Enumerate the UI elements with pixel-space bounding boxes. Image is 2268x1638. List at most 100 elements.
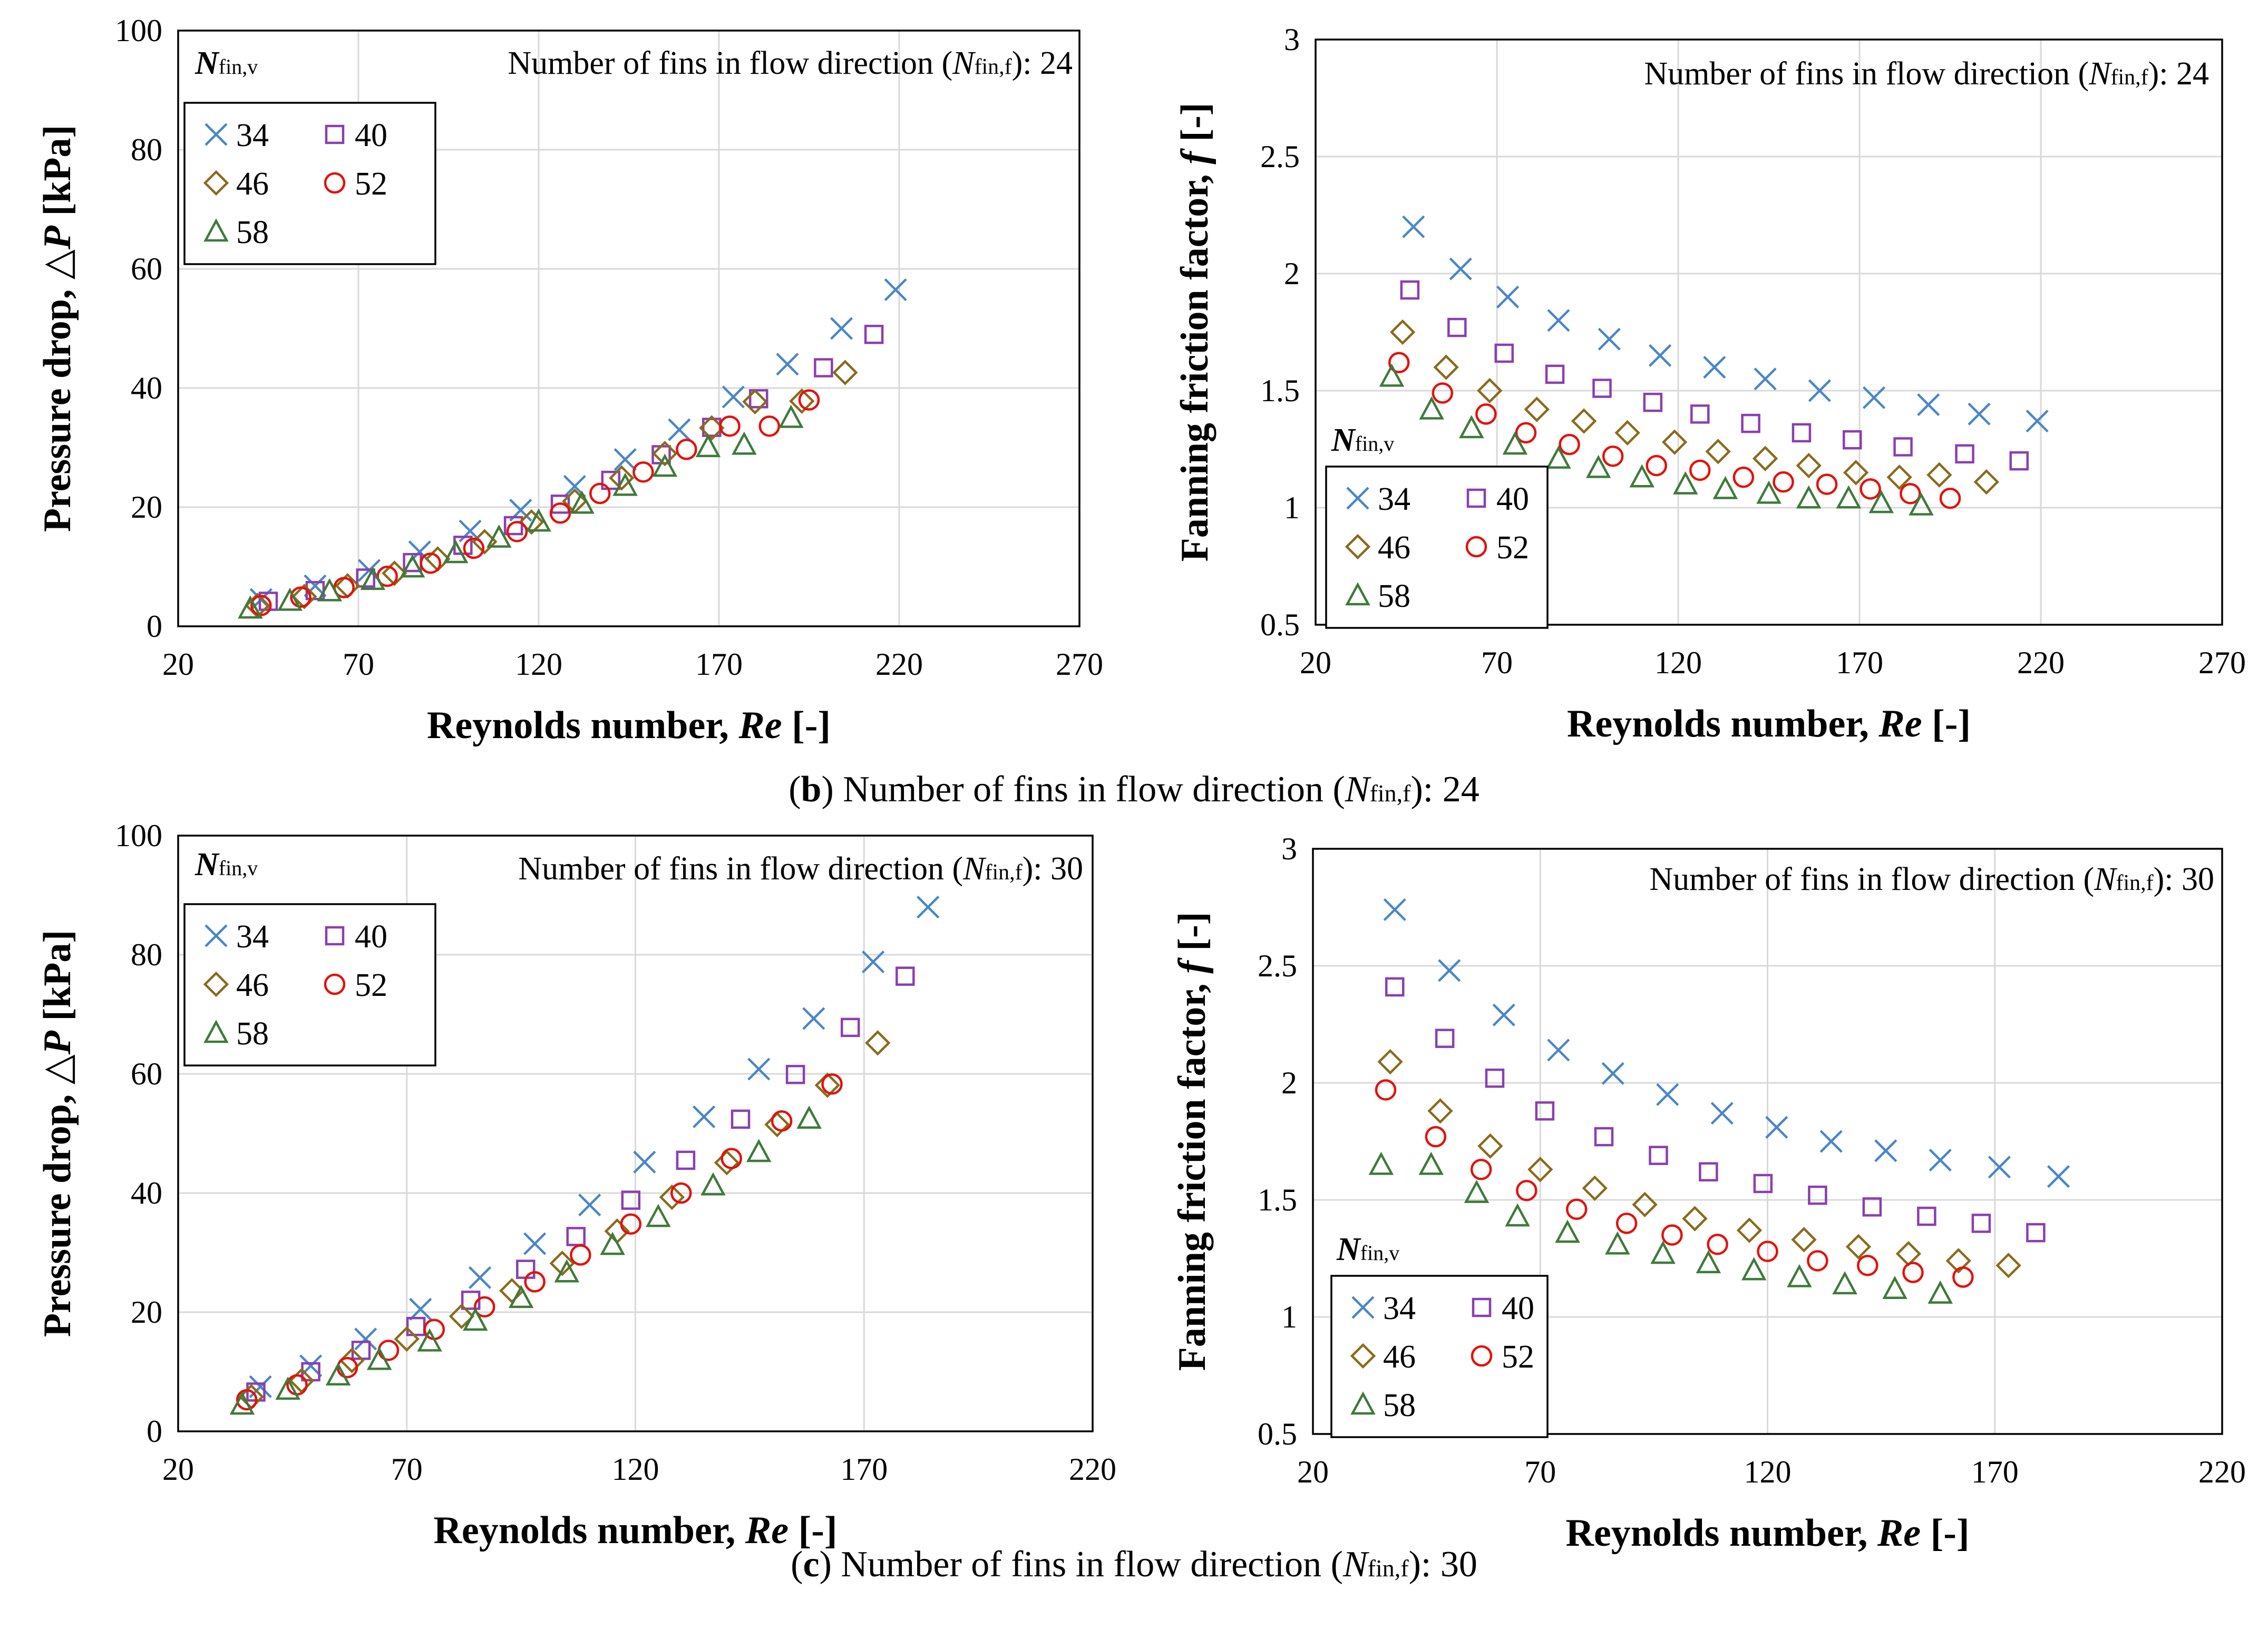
- data-point-34: [523, 1232, 547, 1255]
- legend-label-58: 58: [236, 1016, 269, 1052]
- y-tick-label: 2: [1281, 1065, 1297, 1100]
- data-point-58: [796, 1106, 822, 1129]
- data-point-34: [693, 1105, 716, 1128]
- chart-b-friction-factor: 20 70 120 170 220 270 0.5 1 1.5 2 2.5 3 Reynolds num…: [1134, 0, 2268, 791]
- data-point-46: [609, 465, 635, 491]
- x-tick-label: 220: [2198, 1455, 2246, 1489]
- data-point-46: [1524, 396, 1550, 422]
- data-point-46: [1973, 469, 1999, 495]
- data-point-46: [1632, 1191, 1658, 1218]
- caption-c-sub: fin,f: [1367, 1555, 1409, 1582]
- data-point-52: [570, 1244, 591, 1266]
- data-point-58: [360, 567, 386, 590]
- data-point-46: [659, 1184, 685, 1210]
- x-tick-label: 220: [875, 647, 923, 682]
- data-point-40: [1893, 437, 1913, 457]
- data-point-34: [1449, 257, 1472, 280]
- data-point-40: [1447, 317, 1467, 337]
- chart-c-friction-factor: 20 70 120 170 220 0.5 1 1.5 2 2.5 3 Reynolds number…: [1134, 812, 2268, 1603]
- y-tick-label: 20: [131, 490, 162, 525]
- data-point-46: [549, 1251, 575, 1276]
- series-58: [1379, 363, 1934, 516]
- data-point-40: [731, 1109, 751, 1129]
- data-point-52: [1566, 1198, 1588, 1220]
- x-axis-title: Reynolds number, Re [-]: [433, 1509, 837, 1552]
- legend-marker-58: [203, 218, 229, 242]
- series-34: [249, 278, 907, 611]
- x-axis-title: Reynolds number, Re [-]: [1567, 702, 1971, 745]
- legend-marker-34: [205, 924, 228, 947]
- data-point-52: [377, 1340, 400, 1361]
- data-point-46: [1389, 319, 1416, 345]
- y-axis-title: Pressure drop, △P [kPa]: [36, 125, 79, 532]
- y-tick-label: 1: [1281, 1300, 1297, 1334]
- legend-marker-52: [1465, 536, 1487, 558]
- data-point-34: [1929, 1148, 1952, 1172]
- data-point-34: [1547, 1039, 1570, 1062]
- series-40: [1385, 977, 2046, 1243]
- data-point-46: [1477, 377, 1503, 404]
- data-point-34: [747, 1058, 771, 1081]
- data-point-58: [1741, 1257, 1767, 1281]
- data-point-52: [1432, 382, 1454, 404]
- legend-label-52: 52: [355, 166, 387, 202]
- data-point-40: [1545, 364, 1565, 384]
- y-tick-label: 40: [131, 371, 162, 405]
- plot-frame: [177, 30, 1081, 627]
- x-tick-label: 120: [1744, 1455, 1792, 1489]
- y-axis-title: Fanning friction factor, f [-]: [1173, 103, 1216, 562]
- x-tick-label: 170: [840, 1452, 888, 1487]
- data-point-40: [601, 470, 621, 490]
- plot-frame: [1312, 848, 2223, 1435]
- data-point-34: [862, 950, 885, 974]
- data-point-46: [652, 441, 678, 467]
- y-tick-label: 2.5: [1258, 948, 1297, 983]
- data-point-58: [652, 453, 678, 477]
- chart-b-pressure-drop: 20 70 120 170 220 270 0 20 40 60 80 100 Reynolds num…: [0, 0, 1134, 791]
- data-point-58: [1650, 1240, 1676, 1264]
- y-tick-label: 2.5: [1260, 139, 1300, 174]
- data-point-52: [1900, 483, 1921, 505]
- data-point-52: [1807, 1250, 1828, 1272]
- data-point-58: [1882, 1275, 1907, 1299]
- data-point-34: [1402, 215, 1425, 238]
- legend-marker-40: [325, 926, 345, 946]
- legend-label-46: 46: [236, 967, 269, 1003]
- data-point-52: [1757, 1240, 1778, 1262]
- y-tick-label: 60: [131, 251, 162, 286]
- data-point-58: [1546, 445, 1571, 469]
- data-point-46: [1886, 464, 1912, 490]
- data-point-46: [1736, 1217, 1763, 1243]
- data-point-40: [1842, 430, 1862, 450]
- x-tick-label: 20: [1300, 645, 1331, 680]
- data-point-34: [2026, 410, 2049, 433]
- data-point-46: [764, 1111, 790, 1138]
- data-point-34: [1438, 959, 1461, 982]
- caption-c-label: c: [803, 1544, 820, 1585]
- data-point-40: [1485, 1068, 1505, 1088]
- data-point-58: [275, 1377, 300, 1400]
- data-point-46: [1377, 1049, 1403, 1075]
- data-point-34: [1601, 1062, 1624, 1085]
- data-point-52: [1615, 1213, 1638, 1234]
- data-point-40: [1592, 379, 1612, 398]
- legend-label-34: 34: [1383, 1291, 1416, 1326]
- data-point-40: [1535, 1101, 1555, 1121]
- data-point-46: [291, 584, 317, 609]
- plot-annotation: Number of fins in flow direction (Nfin,f…: [518, 851, 1083, 887]
- data-point-40: [1594, 1127, 1614, 1147]
- data-point-46: [1945, 1248, 1971, 1274]
- data-point-58: [277, 587, 303, 611]
- data-point-58: [612, 472, 638, 496]
- series-52: [250, 389, 820, 616]
- data-point-58: [508, 1285, 534, 1309]
- legend-marker-52: [1471, 1345, 1493, 1367]
- legend-label-58: 58: [1383, 1388, 1416, 1423]
- data-point-34: [668, 418, 691, 441]
- plot-frame: [177, 835, 1094, 1432]
- chart-c-pressure-drop: 20 70 120 170 220 0 20 40 60 80 100 Reynolds number…: [0, 812, 1134, 1603]
- data-point-34: [468, 1266, 492, 1290]
- data-point-58: [325, 1362, 351, 1386]
- data-point-34: [614, 448, 637, 471]
